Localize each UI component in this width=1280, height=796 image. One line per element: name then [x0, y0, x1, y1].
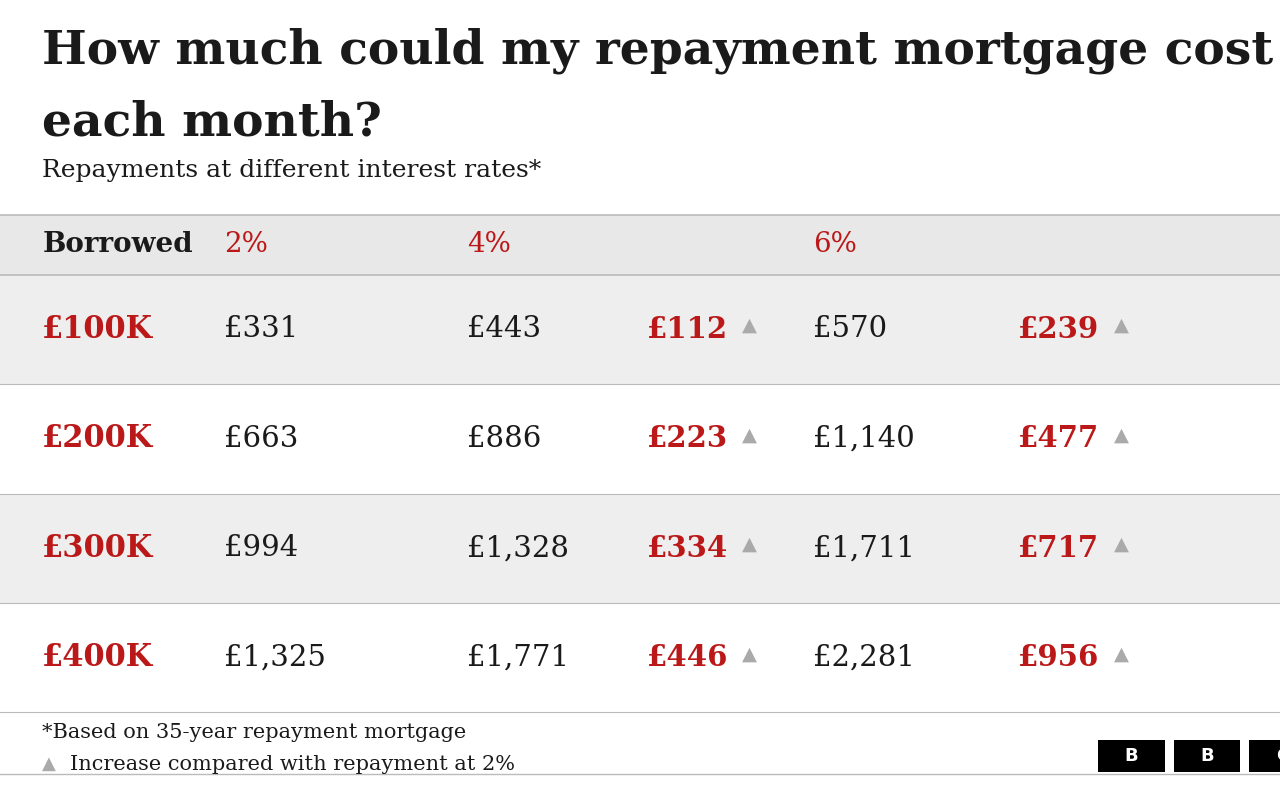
Text: 4%: 4% [467, 232, 511, 258]
FancyBboxPatch shape [0, 215, 1280, 275]
Text: Repayments at different interest rates*: Repayments at different interest rates* [42, 159, 541, 182]
Text: £663: £663 [224, 425, 298, 453]
FancyBboxPatch shape [1249, 740, 1280, 772]
Text: £477: £477 [1018, 424, 1098, 453]
Text: each month?: each month? [42, 100, 383, 146]
Text: £200K: £200K [42, 423, 154, 455]
FancyBboxPatch shape [0, 494, 1280, 603]
Text: £239: £239 [1018, 315, 1098, 344]
Text: ▲: ▲ [1114, 425, 1129, 444]
Text: Borrowed: Borrowed [42, 232, 193, 258]
Text: £886: £886 [467, 425, 541, 453]
Text: £1,771: £1,771 [467, 644, 570, 672]
Text: £1,140: £1,140 [813, 425, 914, 453]
Text: £994: £994 [224, 534, 298, 562]
Text: £1,328: £1,328 [467, 534, 570, 562]
Text: £2,281: £2,281 [813, 644, 915, 672]
Text: ▲: ▲ [1114, 316, 1129, 335]
Text: £100K: £100K [42, 314, 154, 345]
Text: ▲: ▲ [742, 644, 758, 663]
Text: £1,325: £1,325 [224, 644, 326, 672]
Text: £717: £717 [1018, 534, 1098, 563]
Text: B: B [1125, 747, 1138, 765]
Text: £300K: £300K [42, 533, 154, 564]
Text: C: C [1276, 747, 1280, 765]
Text: £446: £446 [646, 643, 728, 672]
Text: ▲: ▲ [1114, 535, 1129, 554]
Text: £956: £956 [1018, 643, 1100, 672]
Text: *Based on 35-year repayment mortgage: *Based on 35-year repayment mortgage [42, 723, 466, 742]
Text: £334: £334 [646, 534, 727, 563]
Text: ▲: ▲ [742, 535, 758, 554]
Text: ▲: ▲ [1114, 644, 1129, 663]
Text: How much could my repayment mortgage cost: How much could my repayment mortgage cos… [42, 28, 1274, 74]
Text: £331: £331 [224, 315, 298, 343]
Text: ▲: ▲ [742, 316, 758, 335]
Text: 2%: 2% [224, 232, 268, 258]
FancyBboxPatch shape [1174, 740, 1240, 772]
Text: B: B [1201, 747, 1213, 765]
Text: £223: £223 [646, 424, 727, 453]
Text: £443: £443 [467, 315, 541, 343]
Text: Increase compared with repayment at 2%: Increase compared with repayment at 2% [70, 755, 516, 774]
FancyBboxPatch shape [0, 275, 1280, 384]
Text: 6%: 6% [813, 232, 856, 258]
FancyBboxPatch shape [1098, 740, 1165, 772]
Text: £1,711: £1,711 [813, 534, 915, 562]
Text: ▲: ▲ [42, 755, 56, 773]
Text: ▲: ▲ [742, 425, 758, 444]
Text: £570: £570 [813, 315, 887, 343]
Text: £400K: £400K [42, 642, 154, 673]
Text: £112: £112 [646, 315, 727, 344]
